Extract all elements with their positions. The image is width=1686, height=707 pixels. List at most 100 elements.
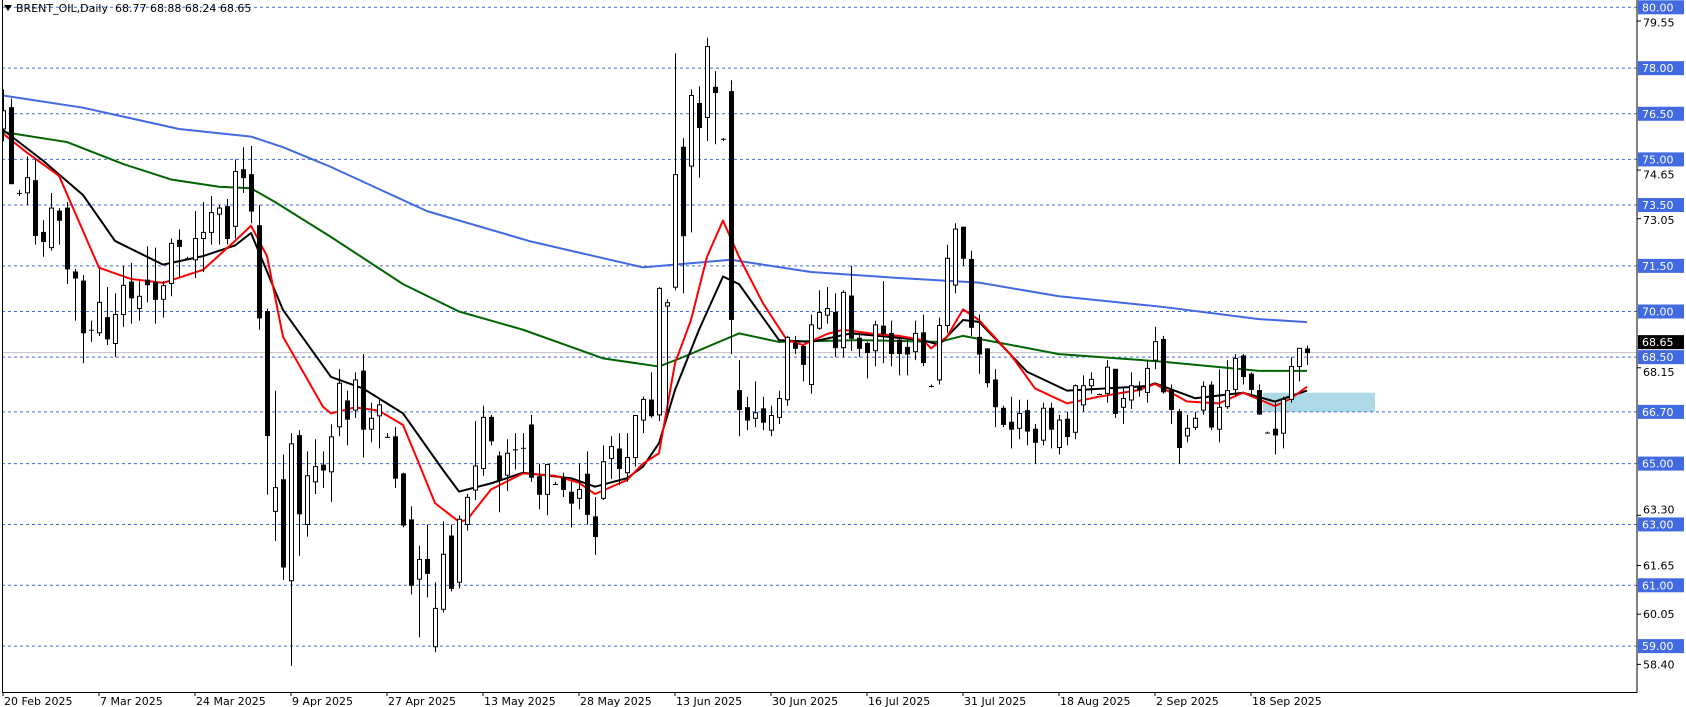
candle — [1097, 393, 1102, 395]
y-tick-label: 79.55 — [1643, 16, 1675, 29]
candle-body-bear — [33, 180, 38, 236]
candle-body-bull — [313, 466, 318, 483]
y-tick-label: 68.15 — [1643, 366, 1675, 379]
candle-body-bear — [73, 271, 78, 279]
candle-body-bull — [441, 553, 446, 610]
candle-body-bear — [1137, 385, 1142, 391]
candle-body-bear — [569, 491, 574, 504]
candle — [745, 396, 750, 431]
candle-body-bear — [585, 473, 590, 515]
x-tick-label: 31 Jul 2025 — [964, 695, 1026, 707]
level-label: 61.00 — [1642, 579, 1674, 592]
candle-body-bear — [65, 207, 70, 270]
candle — [641, 396, 646, 434]
candle-body-bull — [457, 518, 462, 583]
candle-body-bear — [225, 206, 230, 239]
candle — [841, 290, 846, 358]
x-tick-label: 27 Apr 2025 — [388, 695, 456, 707]
candle — [161, 281, 166, 318]
candle-body-bull — [817, 311, 822, 329]
candle-body-bull — [625, 457, 630, 474]
candle — [1009, 396, 1014, 449]
candle — [689, 89, 694, 233]
candle — [129, 262, 134, 324]
candle — [793, 335, 798, 355]
y-tick-label: 63.30 — [1643, 503, 1675, 516]
candle-body-bull — [1185, 427, 1190, 437]
moving-average-line — [2, 131, 1307, 372]
candle-body-bear — [41, 231, 46, 243]
level-label: 71.50 — [1642, 260, 1674, 273]
candle-body-bull — [473, 465, 478, 491]
candle — [705, 37, 710, 142]
triangle-down-icon[interactable] — [4, 5, 12, 11]
candle — [897, 338, 902, 376]
candle-body-bear — [105, 317, 110, 340]
level-label-bg — [1638, 350, 1684, 365]
candle — [489, 414, 494, 446]
candle — [593, 497, 598, 555]
symbol-label: BRENT_OIL,Daily — [16, 2, 108, 15]
candle — [97, 268, 102, 336]
candle — [857, 332, 862, 358]
candle-body-bear — [961, 226, 966, 259]
x-tick-label: 28 May 2025 — [580, 695, 652, 707]
level-label: 66.70 — [1642, 406, 1674, 419]
candle — [1265, 431, 1270, 434]
candle — [393, 427, 398, 488]
candle — [1217, 369, 1222, 443]
candle — [313, 439, 318, 495]
candle — [233, 159, 238, 239]
candle-body-bull — [217, 207, 222, 215]
candle — [929, 384, 934, 388]
candle-body-bull — [369, 417, 374, 430]
candle-body-bull — [1057, 419, 1062, 448]
candle — [465, 494, 470, 531]
candle-body-bull — [945, 257, 950, 326]
candle-body-bull — [1233, 357, 1238, 390]
candle-body-bear — [321, 464, 326, 471]
candle — [1297, 347, 1302, 382]
x-tick-label: 18 Sep 2025 — [1252, 695, 1322, 707]
candle — [201, 201, 206, 272]
moving-average-line — [2, 94, 1308, 324]
x-tick-label: 16 Jul 2025 — [868, 695, 930, 707]
moving-average-line — [2, 132, 1308, 523]
candle-body-bear — [9, 107, 14, 185]
candle — [273, 390, 278, 541]
candle-body-bear — [793, 342, 798, 349]
candle-body-bear — [985, 348, 990, 384]
candle-body-bull — [209, 212, 214, 233]
candle-body-bull — [121, 284, 126, 316]
y-tick-label: 58.40 — [1643, 658, 1675, 671]
candle — [1129, 372, 1134, 409]
candle — [849, 265, 854, 352]
candle — [737, 360, 742, 437]
candle — [1193, 411, 1198, 431]
level-label-bg — [1638, 258, 1684, 273]
candle-body-bear — [617, 448, 622, 469]
candle-body-bear — [257, 225, 262, 319]
candle — [81, 274, 86, 364]
level-label-bg — [1638, 304, 1684, 319]
candle — [473, 421, 478, 501]
candle — [833, 293, 838, 358]
candle-body-bull — [329, 436, 334, 473]
candle — [73, 268, 78, 321]
candle — [169, 238, 174, 297]
candle-body-bull — [2, 110, 6, 130]
candle — [1201, 381, 1206, 415]
candle — [633, 414, 638, 467]
candle — [441, 521, 446, 613]
candle — [777, 390, 782, 425]
candle — [1081, 375, 1086, 412]
candle-body-bear — [265, 311, 270, 437]
candle — [241, 147, 246, 193]
candle — [321, 451, 326, 488]
candle-body-bear — [1113, 368, 1118, 414]
candle — [361, 354, 366, 458]
candle — [969, 250, 974, 336]
candle-body-bear — [297, 435, 302, 515]
candle — [993, 369, 998, 428]
